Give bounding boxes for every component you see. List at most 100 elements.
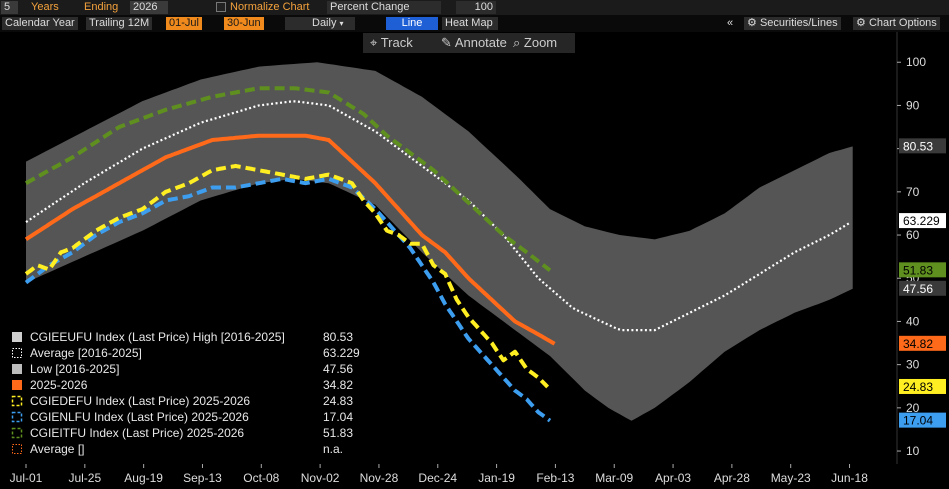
legend-value: 24.83 bbox=[323, 394, 353, 408]
last-value-tag-label: 80.53 bbox=[903, 139, 933, 153]
legend-swatch-cgieitfu bbox=[11, 427, 23, 439]
x-tick-label: Dec-24 bbox=[418, 471, 457, 485]
y-tick-label: 90 bbox=[906, 98, 920, 112]
y-tick-label: 40 bbox=[906, 314, 920, 328]
x-tick-label: Apr-03 bbox=[655, 471, 691, 485]
legend-value: 63.229 bbox=[323, 346, 360, 360]
legend-box bbox=[6, 326, 361, 461]
ending-year-input[interactable]: 2026 bbox=[130, 1, 168, 14]
line-button[interactable]: Line bbox=[386, 17, 438, 30]
x-tick-label: Jun-18 bbox=[831, 471, 868, 485]
heatmap-button[interactable]: Heat Map bbox=[442, 17, 498, 30]
last-value-tag-cgiedefu bbox=[899, 378, 946, 394]
zoom-button[interactable]: ⌕ Zoom bbox=[513, 35, 557, 51]
last-value-tag-label: 34.82 bbox=[903, 337, 933, 351]
last-value-tag-band bbox=[899, 280, 946, 296]
legend-value: 80.53 bbox=[323, 330, 353, 344]
x-tick-label: Aug-19 bbox=[124, 471, 163, 485]
end-date-input[interactable]: 30-Jun bbox=[224, 17, 264, 30]
x-tick-label: Nov-02 bbox=[301, 471, 340, 485]
collapse-icon[interactable]: « bbox=[727, 17, 734, 29]
y-tick-label: 70 bbox=[906, 185, 920, 199]
normalize-mode-select[interactable]: Percent Change bbox=[327, 1, 441, 14]
calendar-year-button[interactable]: Calendar Year bbox=[2, 17, 78, 30]
last-value-tag-cgienlfu bbox=[899, 412, 946, 428]
x-tick-label: Feb-13 bbox=[536, 471, 574, 485]
normalize-base-input[interactable]: 100 bbox=[456, 1, 496, 14]
start-date-input[interactable]: 01-Jul bbox=[166, 17, 202, 30]
zoom-label: Zoom bbox=[523, 35, 558, 50]
last-value-tag-current bbox=[899, 335, 946, 351]
legend-label: Average [] bbox=[30, 442, 84, 456]
years-label: Years bbox=[31, 1, 59, 13]
legend-swatch-cgiedefu bbox=[11, 395, 23, 407]
last-value-tag-band bbox=[899, 138, 946, 154]
legend-value: 51.83 bbox=[323, 426, 353, 440]
y-tick-label: 10 bbox=[906, 444, 920, 458]
annotate-button[interactable]: ✎ Annotate bbox=[441, 35, 507, 51]
chart-mode-bar: ⌖ Track ✎ Annotate ⌕ Zoom bbox=[363, 33, 575, 53]
legend-value: 47.56 bbox=[323, 362, 353, 376]
chevron-down-icon: ▾ bbox=[339, 19, 344, 28]
track-button[interactable]: ⌖ Track bbox=[370, 35, 413, 51]
frequency-label: Daily bbox=[312, 17, 337, 29]
legend-value: 17.04 bbox=[323, 410, 353, 424]
magnifier-icon: ⌕ bbox=[513, 35, 521, 50]
last-value-tag-label: 63.229 bbox=[903, 214, 940, 228]
ending-label: Ending bbox=[84, 1, 119, 13]
x-tick-label: Jan-19 bbox=[478, 471, 515, 485]
x-tick-label: May-23 bbox=[771, 471, 811, 485]
x-tick-label: Mar-09 bbox=[595, 471, 633, 485]
top-toolbar: 5 Years Ending 2026 Normalize Chart Perc… bbox=[0, 0, 949, 15]
last-value-tag-label: 51.83 bbox=[903, 263, 933, 277]
legend-label: CGIEEUFU Index (Last Price) High [2016-2… bbox=[30, 330, 285, 344]
legend-label: Low [2016-2025] bbox=[30, 362, 119, 376]
normalize-label: Normalize Chart bbox=[230, 1, 310, 13]
last-value-tag-average bbox=[899, 213, 946, 229]
annotate-label: Annotate bbox=[454, 35, 507, 50]
chart-canvas: 102030405060708090100Jul-01Jul-25Aug-19S… bbox=[6, 32, 946, 485]
legend-label: CGIEDEFU Index (Last Price) 2025-2026 bbox=[30, 394, 250, 408]
checkbox-icon[interactable] bbox=[216, 2, 226, 13]
crosshair-icon: ⌖ bbox=[370, 35, 378, 50]
options-toolbar: Calendar Year Trailing 12M 01-Jul 30-Jun… bbox=[0, 15, 949, 32]
average-line bbox=[25, 100, 851, 332]
y-tick-label: 30 bbox=[906, 358, 920, 372]
chart-options-label: Chart Options bbox=[868, 17, 937, 29]
track-label: Track bbox=[380, 35, 413, 50]
last-value-tag-label: 24.83 bbox=[903, 380, 933, 394]
legend-swatch-cgienlfu bbox=[11, 411, 23, 423]
frequency-select[interactable]: Daily ▾ bbox=[285, 17, 355, 30]
x-tick-label: Sep-13 bbox=[183, 471, 222, 485]
securities-lines-label: Securities/Lines bbox=[759, 17, 838, 29]
legend-value: 34.82 bbox=[323, 378, 353, 392]
x-tick-label: Apr-28 bbox=[714, 471, 750, 485]
legend-label: CGIENLFU Index (Last Price) 2025-2026 bbox=[30, 410, 249, 424]
series-line-cgienlfu bbox=[24, 176, 552, 423]
legend-swatch-band-high bbox=[12, 332, 22, 342]
legend-swatch-average-empty bbox=[12, 444, 22, 454]
legend-swatch-current bbox=[12, 380, 22, 390]
series-line-cgiedefu bbox=[24, 163, 550, 389]
x-tick-label: Nov-28 bbox=[360, 471, 399, 485]
y-tick-label: 20 bbox=[906, 401, 920, 415]
legend-swatch-band-low bbox=[12, 364, 22, 374]
legend-value: n.a. bbox=[323, 442, 343, 456]
x-tick-label: Jul-01 bbox=[10, 471, 43, 485]
gear-icon: ⚙ bbox=[856, 17, 866, 29]
legend-label: CGIEITFU Index (Last Price) 2025-2026 bbox=[30, 426, 244, 440]
securities-lines-button[interactable]: ⚙ Securities/Lines bbox=[744, 17, 841, 30]
series-line-current bbox=[24, 133, 556, 346]
years-input[interactable]: 5 bbox=[1, 1, 18, 14]
last-value-tag-cgieitfu bbox=[899, 262, 946, 278]
normalize-toggle[interactable]: Normalize Chart bbox=[216, 1, 309, 14]
last-value-tag-label: 17.04 bbox=[903, 414, 933, 428]
pencil-icon: ✎ bbox=[441, 35, 452, 50]
last-value-tag-label: 47.56 bbox=[903, 282, 933, 296]
x-tick-label: Jul-25 bbox=[68, 471, 101, 485]
chart-options-button[interactable]: ⚙ Chart Options bbox=[853, 17, 940, 30]
legend-swatch-average bbox=[12, 348, 22, 358]
gear-icon: ⚙ bbox=[747, 17, 757, 29]
trailing-button[interactable]: Trailing 12M bbox=[86, 17, 153, 30]
y-tick-label: 60 bbox=[906, 228, 920, 242]
